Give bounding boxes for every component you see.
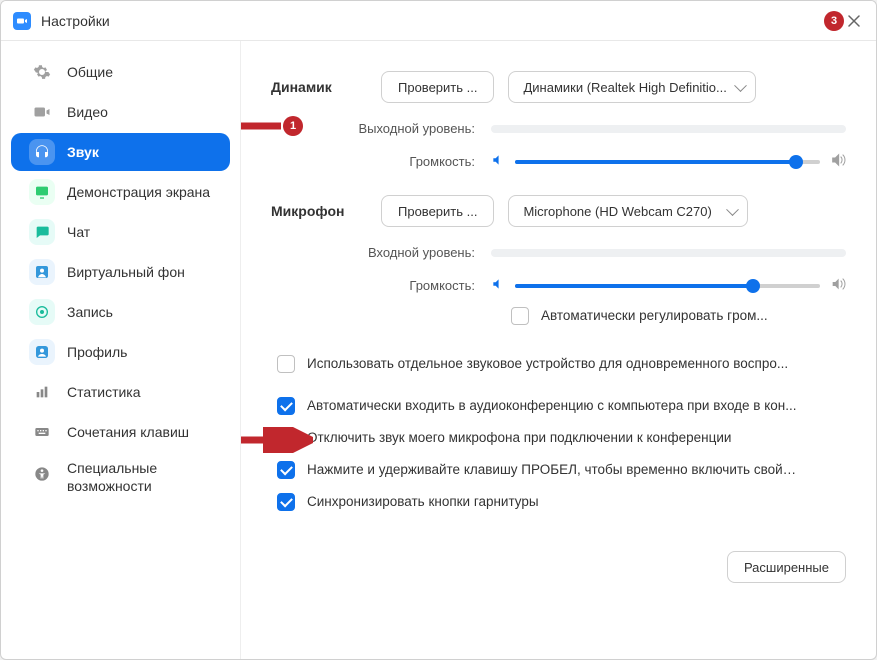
mic-row: Микрофон Проверить ... Microphone (HD We… (271, 195, 846, 227)
gear-icon (29, 59, 55, 85)
video-icon (29, 99, 55, 125)
sync-headset-row: Синхронизировать кнопки гарнитуры (271, 493, 846, 511)
mic-volume-row: Громкость: (271, 276, 846, 295)
sidebar-item-general[interactable]: Общие (11, 53, 230, 91)
mic-section-label: Микрофон (271, 203, 381, 219)
sidebar-item-label: Звук (67, 144, 99, 160)
advanced-row: Расширенные (271, 551, 846, 583)
share-icon (29, 179, 55, 205)
mic-high-icon (830, 276, 846, 295)
speaker-high-icon (830, 152, 846, 171)
speaker-device-select[interactable]: Динамики (Realtek High Definitio... (508, 71, 755, 103)
mic-auto-adjust-checkbox[interactable] (511, 307, 529, 325)
annotation-arrow-1 (241, 113, 285, 139)
advanced-button[interactable]: Расширенные (727, 551, 846, 583)
app-logo-icon (13, 12, 31, 30)
window-title: Настройки (41, 13, 110, 29)
sidebar-item-label: Чат (67, 224, 90, 240)
mic-device-value: Microphone (HD Webcam C270) (523, 204, 711, 219)
sidebar-item-chat[interactable]: Чат (11, 213, 230, 251)
annotation-badge-1: 1 (283, 116, 303, 136)
close-button[interactable] (842, 9, 866, 33)
mic-auto-adjust-label: Автоматически регулировать гром... (541, 307, 768, 325)
push-to-talk-checkbox[interactable] (277, 461, 295, 479)
chat-icon (29, 219, 55, 245)
speaker-volume-slider[interactable] (491, 152, 846, 171)
accessibility-icon (29, 461, 55, 487)
sidebar: Общие Видео Звук Демонстрация экрана Чат… (1, 41, 241, 659)
sidebar-item-label: Специальные возможности (67, 459, 212, 495)
sidebar-item-share-screen[interactable]: Демонстрация экрана (11, 173, 230, 211)
speaker-output-level-meter (491, 125, 846, 133)
sidebar-item-label: Статистика (67, 384, 141, 400)
keyboard-icon (29, 419, 55, 445)
speaker-output-level-label: Выходной уровень: (271, 121, 491, 136)
sync-headset-label: Синхронизировать кнопки гарнитуры (307, 493, 539, 511)
sidebar-item-statistics[interactable]: Статистика (11, 373, 230, 411)
separate-device-checkbox[interactable] (277, 355, 295, 373)
auto-join-checkbox[interactable] (277, 397, 295, 415)
mic-test-button[interactable]: Проверить ... (381, 195, 494, 227)
mic-volume-label: Громкость: (271, 278, 491, 293)
mic-low-icon (491, 277, 505, 294)
sidebar-item-label: Общие (67, 64, 113, 80)
stats-icon (29, 379, 55, 405)
annotation-badge-3: 3 (824, 11, 844, 31)
settings-window: Настройки 3 Общие Видео Звук Демонстраци… (0, 0, 877, 660)
sidebar-item-label: Видео (67, 104, 108, 120)
sidebar-item-label: Виртуальный фон (67, 264, 185, 280)
separate-device-label: Использовать отдельное звуковое устройст… (307, 355, 788, 373)
headphones-icon (29, 139, 55, 165)
record-icon (29, 299, 55, 325)
mute-on-join-label: Отключить звук моего микрофона при подкл… (307, 429, 731, 447)
mic-input-level-row: Входной уровень: (271, 245, 846, 260)
sidebar-item-label: Сочетания клавиш (67, 424, 189, 440)
mic-volume-slider[interactable] (491, 276, 846, 295)
sidebar-item-label: Демонстрация экрана (67, 184, 210, 200)
sidebar-item-recording[interactable]: Запись (11, 293, 230, 331)
speaker-low-icon (491, 153, 505, 170)
annotation-arrow-2 (241, 427, 313, 453)
mute-on-join-row: Отключить звук моего микрофона при подкл… (271, 429, 846, 447)
sidebar-item-virtual-bg[interactable]: Виртуальный фон (11, 253, 230, 291)
sidebar-item-shortcuts[interactable]: Сочетания клавиш (11, 413, 230, 451)
mic-input-level-label: Входной уровень: (271, 245, 491, 260)
auto-join-label: Автоматически входить в аудиоконференцию… (307, 397, 797, 415)
profile-icon (29, 339, 55, 365)
auto-join-row: Автоматически входить в аудиоконференцию… (271, 397, 846, 415)
sidebar-item-audio[interactable]: Звук (11, 133, 230, 171)
sidebar-item-label: Профиль (67, 344, 127, 360)
mic-input-level-meter (491, 249, 846, 257)
speaker-section-label: Динамик (271, 79, 381, 95)
separate-device-row: Использовать отдельное звуковое устройст… (271, 355, 846, 373)
sync-headset-checkbox[interactable] (277, 493, 295, 511)
mic-auto-adjust-row: Автоматически регулировать гром... (271, 307, 846, 325)
sidebar-item-video[interactable]: Видео (11, 93, 230, 131)
speaker-volume-row: Громкость: (271, 152, 846, 171)
speaker-volume-track[interactable] (515, 160, 820, 164)
mic-device-select[interactable]: Microphone (HD Webcam C270) (508, 195, 748, 227)
sidebar-item-label: Запись (67, 304, 113, 320)
speaker-output-level-row: Выходной уровень: (271, 121, 846, 136)
sidebar-item-profile[interactable]: Профиль (11, 333, 230, 371)
push-to-talk-row: Нажмите и удерживайте клавишу ПРОБЕЛ, чт… (271, 461, 846, 479)
speaker-device-value: Динамики (Realtek High Definitio... (523, 80, 726, 95)
titlebar: Настройки 3 (1, 1, 876, 41)
sidebar-item-accessibility[interactable]: Специальные возможности (11, 453, 230, 501)
content-pane: 1 Динамик Проверить ... Динамики (Realte… (241, 41, 876, 659)
push-to-talk-label: Нажмите и удерживайте клавишу ПРОБЕЛ, чт… (307, 461, 797, 479)
speaker-test-button[interactable]: Проверить ... (381, 71, 494, 103)
mic-volume-track[interactable] (515, 284, 820, 288)
window-body: Общие Видео Звук Демонстрация экрана Чат… (1, 41, 876, 659)
background-icon (29, 259, 55, 285)
speaker-volume-label: Громкость: (271, 154, 491, 169)
speaker-row: Динамик Проверить ... Динамики (Realtek … (271, 71, 846, 103)
